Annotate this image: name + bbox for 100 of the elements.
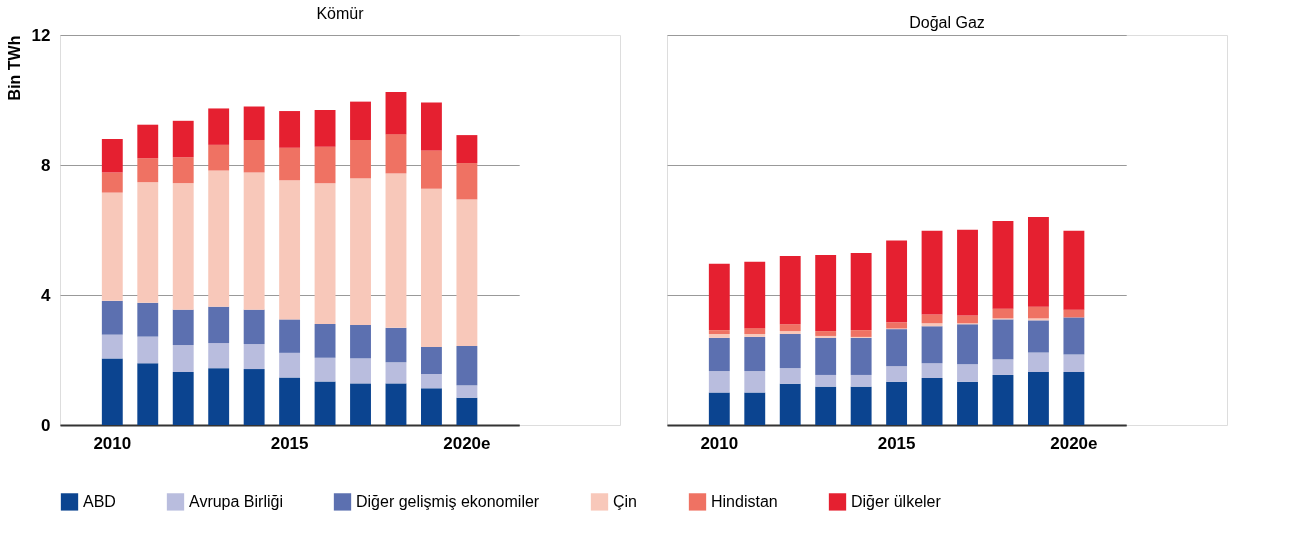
bar (421, 347, 442, 374)
bar (708, 330, 730, 334)
bar (172, 309, 194, 346)
bar (243, 139, 265, 173)
bar (243, 369, 265, 425)
bar (172, 120, 194, 158)
legend-label: Diğer gelişmiş ekonomiler (356, 492, 540, 510)
legend-label: Hindistan (711, 492, 778, 510)
bar (744, 371, 766, 393)
bar (101, 192, 123, 301)
bar (456, 199, 478, 347)
bar (1063, 230, 1085, 310)
bar (208, 368, 230, 425)
bar (921, 326, 943, 364)
bar (744, 336, 766, 372)
bar (992, 359, 1014, 375)
x-tick-label: 2010 (93, 433, 132, 453)
bar (421, 188, 442, 347)
bar (350, 358, 371, 384)
bar (779, 383, 801, 425)
bar (421, 150, 442, 189)
bar (957, 381, 978, 425)
bar (172, 157, 194, 184)
bar (815, 337, 837, 375)
bar (744, 328, 766, 334)
bar (1028, 352, 1049, 373)
bar (708, 371, 730, 393)
bar (1028, 320, 1049, 353)
bar (850, 386, 872, 425)
bar (350, 178, 371, 325)
bar (350, 101, 371, 140)
bar (137, 363, 159, 425)
bar (1063, 354, 1085, 373)
bar (385, 383, 407, 425)
bar (279, 319, 301, 353)
bar (886, 381, 908, 425)
x-tick-label: 2020e (1050, 433, 1098, 453)
bar (137, 124, 159, 159)
bar (815, 255, 837, 332)
legend-label: Çin (613, 492, 638, 510)
bar (708, 392, 730, 425)
bar (101, 172, 123, 193)
y-tick-label: 8 (41, 155, 51, 175)
bar (779, 368, 801, 384)
bar (779, 334, 801, 369)
bar (314, 183, 336, 324)
bar (921, 314, 943, 324)
bar (815, 386, 837, 425)
bar (314, 381, 336, 425)
bar (101, 139, 123, 173)
bar (779, 331, 801, 334)
bar (744, 261, 766, 329)
bar (957, 324, 978, 365)
bar (172, 183, 194, 310)
y-tick-label: 0 (41, 415, 51, 435)
bar (815, 331, 837, 336)
bar (1028, 217, 1049, 307)
bar (992, 220, 1014, 309)
bar (957, 229, 978, 316)
bar (279, 147, 301, 181)
bar (208, 343, 230, 369)
x-tick-label: 2010 (700, 433, 739, 453)
legend-label: Avrupa Birliği (189, 492, 283, 510)
bar (456, 135, 478, 164)
bar (243, 106, 265, 140)
bar (779, 256, 801, 325)
bar (957, 364, 978, 382)
bar (850, 253, 872, 331)
bar (314, 146, 336, 184)
bar (1063, 317, 1085, 355)
legend-label: ABD (83, 492, 116, 510)
bar (314, 323, 336, 358)
bar (243, 309, 265, 345)
bar (279, 352, 301, 378)
bar (708, 337, 730, 372)
bar (850, 374, 872, 387)
bar (350, 139, 371, 179)
bar (992, 319, 1014, 360)
bar (421, 373, 442, 389)
bar (385, 327, 407, 363)
bar (708, 334, 730, 338)
y-axis-title: Bin TWh (5, 35, 23, 101)
bar (1063, 372, 1085, 425)
bar (456, 163, 478, 200)
bar (744, 334, 766, 337)
bar (421, 102, 442, 151)
bar (208, 144, 230, 171)
chart-title: Kömür (316, 5, 365, 22)
bar (921, 377, 943, 425)
bar (921, 363, 943, 378)
bar (456, 346, 478, 386)
bar (101, 300, 123, 335)
bar (137, 158, 159, 183)
bar (744, 392, 766, 425)
bar (101, 334, 123, 359)
bar (886, 329, 908, 367)
bar (385, 134, 407, 174)
bar (172, 345, 194, 373)
bar (137, 182, 159, 303)
bar (1028, 306, 1049, 319)
